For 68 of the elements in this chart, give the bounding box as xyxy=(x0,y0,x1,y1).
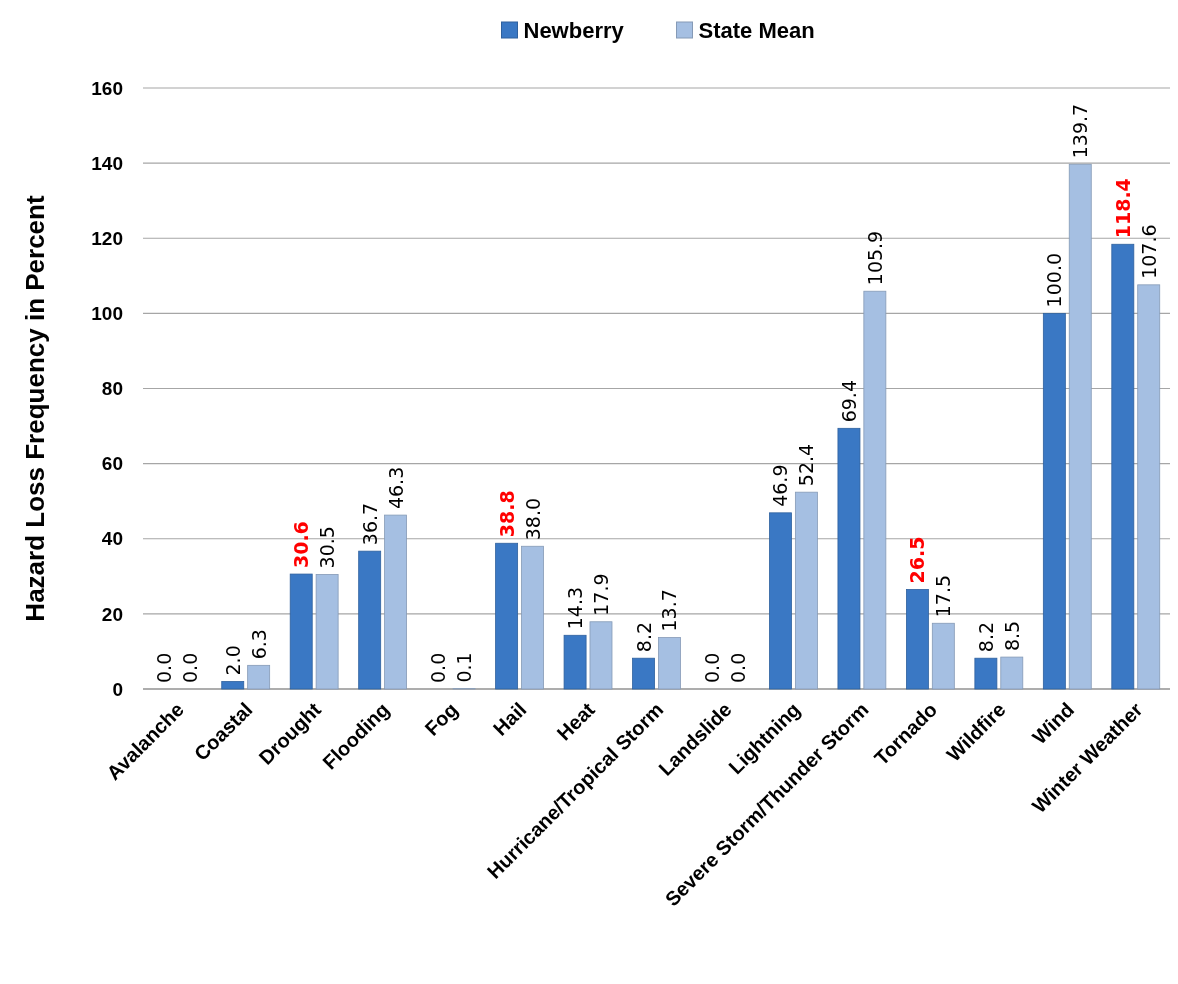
data-label: 17.5 xyxy=(932,574,955,618)
data-label: 69.4 xyxy=(837,380,860,423)
bar xyxy=(289,573,313,690)
data-label: 36.7 xyxy=(358,502,381,546)
bar xyxy=(906,589,929,690)
data-label: 30.5 xyxy=(316,526,339,569)
bar xyxy=(794,491,818,690)
bar xyxy=(974,657,998,690)
bar xyxy=(495,542,519,690)
y-tick-label: 20 xyxy=(101,603,123,625)
x-tick-label: Fog xyxy=(420,698,462,740)
data-label: 14.3 xyxy=(564,586,587,630)
x-tick-label: Hail xyxy=(488,698,531,740)
y-tick-label: 40 xyxy=(101,528,123,550)
data-label: 46.3 xyxy=(384,466,407,510)
y-tick-label: 100 xyxy=(91,303,123,325)
data-label: 0.0 xyxy=(701,652,724,683)
data-label: 17.9 xyxy=(589,573,612,616)
bar xyxy=(563,634,587,690)
bar xyxy=(1137,284,1161,690)
data-label: 118.4 xyxy=(1111,178,1134,239)
bar xyxy=(1068,163,1092,690)
y-tick-label: 0 xyxy=(112,678,123,700)
bar xyxy=(931,622,955,690)
legend-label: Newberry xyxy=(523,17,625,43)
data-label: 26.5 xyxy=(906,536,929,584)
data-label: 52.4 xyxy=(795,443,818,487)
data-label: 38.0 xyxy=(521,497,544,541)
bar xyxy=(521,545,544,690)
legend-label: State Mean xyxy=(698,17,815,43)
data-label: 0.0 xyxy=(153,652,176,683)
bar xyxy=(1000,656,1024,690)
data-label: 46.9 xyxy=(769,464,792,507)
data-label: 2.0 xyxy=(221,645,244,676)
bar xyxy=(358,550,382,690)
data-label: 8.2 xyxy=(974,621,997,653)
data-label: 107.6 xyxy=(1137,224,1160,279)
bar xyxy=(632,657,655,690)
y-axis-title: Hazard Loss Frequency in Percent xyxy=(20,195,50,622)
y-tick-label: 160 xyxy=(91,77,123,99)
data-label: 100.0 xyxy=(1043,252,1066,308)
data-label: 0.0 xyxy=(726,652,749,683)
bar xyxy=(384,514,407,690)
bar xyxy=(315,574,339,690)
bar xyxy=(658,637,681,690)
bar xyxy=(247,664,271,690)
bar xyxy=(769,512,792,690)
data-label: 8.5 xyxy=(1000,620,1023,652)
y-tick-label: 120 xyxy=(91,227,123,249)
data-label: 0.1 xyxy=(453,652,476,683)
y-tick-label: 60 xyxy=(101,453,123,475)
data-label: 8.2 xyxy=(632,621,655,653)
data-label: 139.7 xyxy=(1069,103,1092,159)
data-label: 0.0 xyxy=(427,652,450,683)
bar xyxy=(863,290,887,690)
data-label: 13.7 xyxy=(658,589,681,632)
data-label: 6.3 xyxy=(247,629,270,660)
data-label: 0.0 xyxy=(179,652,202,683)
y-tick-label: 140 xyxy=(91,152,123,174)
data-label: 30.6 xyxy=(290,521,313,569)
bar xyxy=(589,621,613,690)
bar xyxy=(837,427,861,690)
bar xyxy=(1042,312,1066,690)
data-label: 38.8 xyxy=(495,490,518,538)
y-tick-label: 80 xyxy=(101,378,123,400)
bar xyxy=(221,681,245,690)
data-label: 105.9 xyxy=(863,230,886,286)
bar xyxy=(1111,243,1135,690)
